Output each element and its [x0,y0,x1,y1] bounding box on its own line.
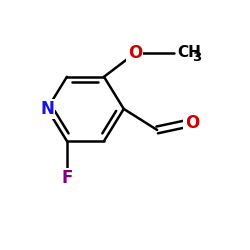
Text: CH: CH [177,45,201,60]
Text: N: N [40,100,54,118]
Text: O: O [184,114,199,132]
Text: F: F [61,169,72,187]
Text: O: O [128,44,142,62]
Text: 3: 3 [192,51,202,64]
